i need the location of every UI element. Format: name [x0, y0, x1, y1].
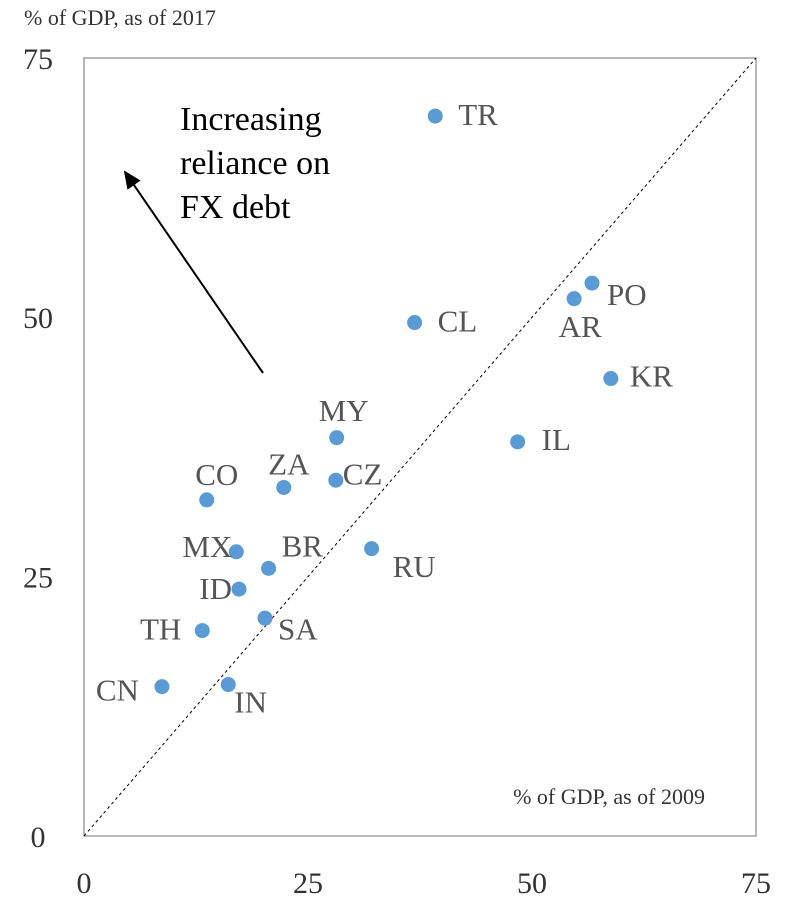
point — [328, 472, 344, 488]
point — [427, 108, 443, 124]
annotation: Increasing — [180, 101, 322, 138]
y-tick-label: 0 — [31, 821, 46, 854]
point — [231, 581, 247, 597]
annotation: reliance on — [180, 145, 330, 182]
point-label: KR — [630, 359, 673, 394]
point — [228, 544, 244, 560]
point-label: CN — [96, 673, 139, 708]
y-tick-label: 75 — [23, 43, 53, 76]
x-axis-label: % of GDP, as of 2009 — [513, 784, 705, 809]
x-tick-label: 25 — [293, 867, 323, 900]
point — [194, 623, 210, 639]
point — [407, 315, 423, 331]
point-label: CL — [438, 304, 478, 339]
point-label: ZA — [268, 447, 310, 482]
point-label: TR — [458, 97, 498, 132]
point — [566, 291, 582, 307]
point — [510, 434, 526, 450]
point-label: RU — [393, 549, 436, 584]
point — [603, 371, 619, 387]
x-tick-label: 75 — [741, 867, 771, 900]
arrow — [123, 170, 264, 374]
point-label: TH — [140, 612, 181, 647]
point — [276, 479, 292, 495]
point — [154, 679, 170, 695]
point-label: BR — [282, 528, 324, 563]
point-label: MX — [182, 529, 232, 564]
point-label: IN — [234, 685, 267, 720]
point-label: AR — [559, 309, 602, 344]
x-tick-label: 0 — [77, 867, 92, 900]
y-tick-label: 50 — [23, 302, 53, 335]
point — [257, 610, 273, 626]
annotation: FX debt — [180, 189, 291, 226]
point-label: SA — [278, 611, 318, 646]
point-label: CO — [195, 457, 238, 492]
point — [220, 677, 236, 693]
point — [364, 541, 380, 557]
point-label: PO — [607, 277, 647, 312]
point-label: ID — [199, 571, 232, 606]
y-tick-label: 25 — [23, 562, 53, 595]
point-label: IL — [542, 422, 571, 457]
point-label: MY — [319, 393, 369, 428]
point — [329, 430, 345, 446]
point — [261, 560, 277, 576]
x-tick-label: 50 — [517, 867, 547, 900]
point — [199, 492, 215, 508]
chart-title: % of GDP, as of 2017 — [24, 5, 216, 30]
point-label: CZ — [343, 456, 383, 491]
plot-frame — [83, 57, 757, 837]
point — [584, 275, 600, 291]
